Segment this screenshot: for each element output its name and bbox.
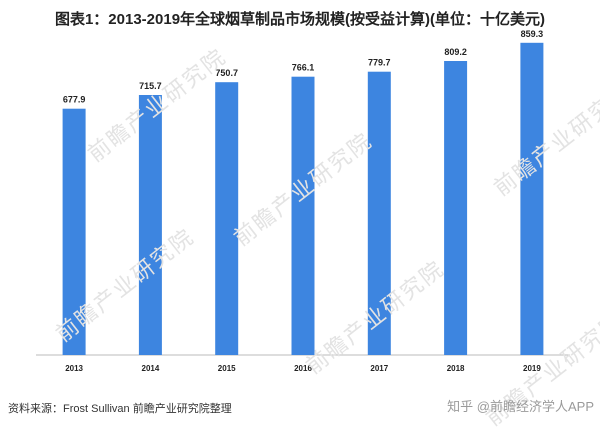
x-tick-label-2016: 2016: [294, 364, 312, 373]
x-tick-label-2018: 2018: [447, 364, 465, 373]
value-label-2017: 779.7: [368, 58, 391, 68]
bars-layer: [62, 42, 544, 356]
x-tick-label-2019: 2019: [523, 364, 541, 373]
bar-2016: [291, 76, 315, 355]
attribution-text: 知乎 @前瞻经济学人APP: [447, 399, 594, 414]
bar-2017: [367, 71, 391, 355]
value-label-2014: 715.7: [139, 81, 162, 91]
bar-2014: [138, 95, 162, 355]
x-tick-label-2017: 2017: [370, 364, 388, 373]
value-label-2013: 677.9: [63, 95, 86, 105]
bar-2019: [520, 42, 544, 356]
chart-title: 图表1：2013-2019年全球烟草制品市场规模(按受益计算)(单位：十亿美元): [54, 11, 546, 28]
x-tick-label-2013: 2013: [65, 364, 83, 373]
bar-2018: [444, 61, 468, 355]
source-note: 资料来源：Frost Sullivan 前瞻产业研究院整理: [8, 403, 232, 415]
value-labels-layer: 677.9 715.7 750.7 766.1 779.7 809.2 859.3: [63, 29, 543, 105]
value-label-2019: 859.3: [521, 29, 544, 39]
x-tick-label-2015: 2015: [218, 364, 236, 373]
bar-2015: [215, 82, 239, 355]
x-tick-label-2014: 2014: [142, 364, 160, 373]
x-tick-labels-layer: 2013 2014 2015 2016 2017 2018 2019: [65, 364, 541, 373]
bar-2013: [62, 108, 86, 355]
value-label-2018: 809.2: [444, 47, 467, 57]
value-label-2016: 766.1: [292, 63, 315, 73]
value-label-2015: 750.7: [215, 68, 238, 78]
